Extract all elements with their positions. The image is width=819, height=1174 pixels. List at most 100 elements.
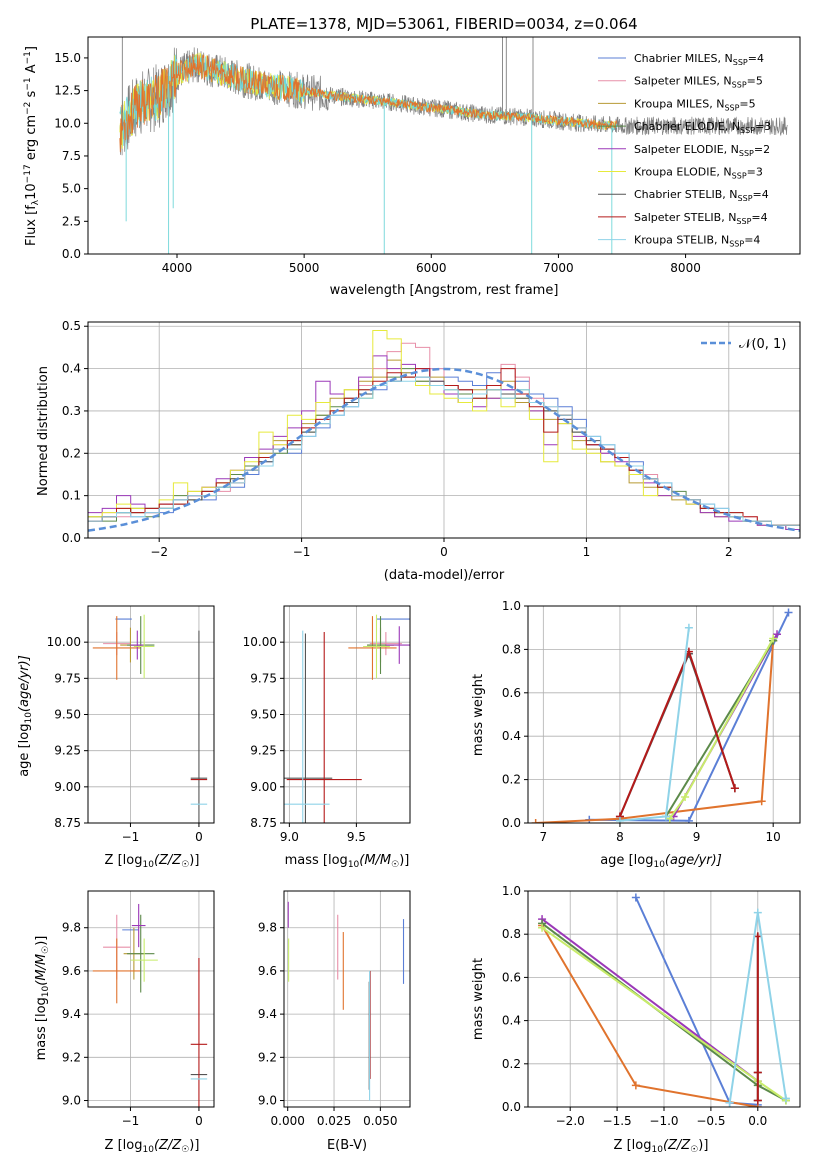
mass-vs-ebv-xlabel: E(B-V) <box>327 1138 367 1153</box>
x-tick-label: 4000 <box>162 261 193 275</box>
x-tick-label: 0.000 <box>271 1114 305 1128</box>
legend-entry: Salpeter ELODIE, NSSP=2 <box>634 143 770 158</box>
y-tick-label: 0.2 <box>502 773 521 787</box>
mass-weight-vs-Z-ylabel: mass weight <box>471 958 486 1040</box>
x-tick-label: −1 <box>122 830 140 844</box>
weight-marker <box>615 816 624 823</box>
spectrum-xlabel: wavelength [Angstrom, rest frame] <box>330 283 559 298</box>
mass-vs-ebv-plot-area <box>287 901 405 1101</box>
y-tick-label: 7.5 <box>62 149 81 163</box>
y-tick-label: 9.4 <box>62 1007 81 1021</box>
y-tick-label: 8.75 <box>250 816 277 830</box>
y-tick-label: 0.4 <box>62 362 81 376</box>
weight-marker <box>784 608 793 617</box>
y-tick-label: 9.0 <box>258 1094 277 1108</box>
x-tick-label: 2 <box>725 545 733 559</box>
y-tick-label: 0.8 <box>502 642 521 656</box>
age-vs-mass-panel: 9.0 9.5 8.75 9.00 9.25 9.50 9.75 10.00 mass [lo… <box>243 605 411 870</box>
spectrum-legend: Chabrier MILES, NSSP=4 Salpeter MILES, NS… <box>598 52 771 249</box>
weight-marker <box>531 819 540 823</box>
weight-marker <box>730 784 739 793</box>
weight-marker <box>781 1094 790 1103</box>
weight-marker <box>725 1098 734 1107</box>
x-tick-label: 6000 <box>416 261 447 275</box>
y-tick-label: 9.2 <box>62 1050 81 1064</box>
age-vs-Z-ylabel: age [log10(age/yr)] <box>17 655 34 777</box>
x-tick-label: −2 <box>150 545 168 559</box>
y-tick-label: 0.0 <box>502 1100 521 1114</box>
y-tick-label: 0.0 <box>62 531 81 545</box>
mass-vs-Z-plot-area <box>92 903 208 1107</box>
x-tick-label: 7 <box>540 830 548 844</box>
y-tick-label: 0.4 <box>502 729 521 743</box>
x-tick-label: 8000 <box>670 261 701 275</box>
mass-vs-ebv-ticks: 0.000 0.025 0.050 9.0 9.2 9.4 9.6 9.8 <box>258 921 398 1128</box>
mass-weight-vs-Z-panel: −2.0 −1.5 −1.0 −0.5 0.0 0.0 0.2 0.4 0.6 0.8 1.0 Z … <box>471 884 801 1155</box>
weight-marker <box>753 908 762 917</box>
weight-series-line <box>541 918 759 1082</box>
mass-weight-vs-age-axes <box>527 605 801 824</box>
weight-marker <box>773 630 782 639</box>
y-tick-label: 9.25 <box>54 744 81 758</box>
legend-entry: Chabrier ELODIE, NSSP=3 <box>634 120 771 135</box>
y-tick-label: 0.1 <box>62 489 81 503</box>
mass-vs-ebv-grid <box>284 891 410 1107</box>
x-tick-label: 0 <box>440 545 448 559</box>
mass-vs-Z-panel: −1 0 9.0 9.2 9.4 9.6 9.8 Z [log10(Z/Z☉)] mass … <box>34 890 215 1155</box>
age-vs-mass-plot-area <box>284 614 410 823</box>
weight-marker <box>631 1081 640 1090</box>
y-tick-label: 8.75 <box>54 816 81 830</box>
x-tick-label: −1.0 <box>649 1114 678 1128</box>
y-tick-label: 9.8 <box>62 921 81 935</box>
y-tick-label: 10.00 <box>47 635 81 649</box>
spectrum-title: PLATE=1378, MJD=53061, FIBERID=0034, z=0… <box>250 15 637 33</box>
weight-marker <box>757 797 766 806</box>
weight-marker <box>681 792 690 801</box>
mass-vs-ebv-axes <box>283 890 411 1108</box>
weight-series-line <box>535 640 775 823</box>
x-tick-label: 0 <box>195 830 203 844</box>
residuals-xlabel: (data-model)/error <box>384 568 505 583</box>
legend-entry: Chabrier MILES, NSSP=4 <box>634 52 764 67</box>
y-tick-label: 9.50 <box>54 708 81 722</box>
y-tick-label: 9.2 <box>258 1050 277 1064</box>
mass-vs-Z-xlabel: Z [log10(Z/Z☉)] <box>105 1138 200 1155</box>
spectrum-ticks: 4000 5000 6000 7000 8000 0.0 2.5 5.0 7.5 10.0 12.5… <box>54 51 701 275</box>
mass-weight-vs-age-plot-area <box>531 608 793 823</box>
weight-marker <box>769 634 778 643</box>
spectrum-ylabel: Flux [fλ10−17 erg cm−2 s−1 A−1] <box>23 46 41 246</box>
mass-weight-vs-age-xlabel: age [log10(age/yr)] <box>600 853 722 870</box>
y-tick-label: 10.00 <box>243 635 277 649</box>
y-tick-label: 9.75 <box>250 671 277 685</box>
mass-vs-Z-ylabel: mass [log10(M/M☉)] <box>34 936 51 1061</box>
y-tick-label: 0.8 <box>502 927 521 941</box>
mass-vs-Z-axes <box>87 890 215 1108</box>
residuals-plot-area <box>88 330 800 532</box>
weight-marker <box>684 623 693 632</box>
y-tick-label: 0.6 <box>502 970 521 984</box>
residuals-panel: −2 −1 0 1 2 0.0 0.1 0.2 0.3 0.4 0.5 𝒩(0, 1) (data-… <box>36 319 801 583</box>
y-tick-label: 0.0 <box>502 816 521 830</box>
x-tick-label: −2.0 <box>556 1114 585 1128</box>
y-tick-label: 9.50 <box>250 708 277 722</box>
y-tick-label: 0.3 <box>62 404 81 418</box>
x-tick-label: −1.5 <box>603 1114 632 1128</box>
gaussian-curve <box>88 367 800 532</box>
legend-entry: Kroupa MILES, NSSP=5 <box>634 97 756 112</box>
y-tick-label: 9.0 <box>62 1094 81 1108</box>
y-tick-label: 1.0 <box>502 884 521 898</box>
histogram-series <box>88 376 800 526</box>
y-tick-label: 5.0 <box>62 182 81 196</box>
y-tick-label: 9.4 <box>258 1007 277 1021</box>
residuals-ticks: −2 −1 0 1 2 0.0 0.1 0.2 0.3 0.4 0.5 <box>62 319 733 559</box>
x-tick-label: −0.5 <box>696 1114 725 1128</box>
weight-marker <box>631 893 640 902</box>
age-vs-Z-xlabel: Z [log10(Z/Z☉)] <box>105 853 200 870</box>
age-vs-Z-ticks: −1 0 8.75 9.00 9.25 9.50 9.75 10.00 <box>47 635 203 844</box>
x-tick-label: 9 <box>693 830 701 844</box>
y-tick-label: 0.2 <box>502 1057 521 1071</box>
mass-vs-ebv-panel: 0.000 0.025 0.050 9.0 9.2 9.4 9.6 9.8 E(B-V) <box>258 890 411 1153</box>
age-vs-mass-xlabel: mass [log10(M/M☉)] <box>285 853 410 870</box>
x-tick-label: 8 <box>616 830 624 844</box>
